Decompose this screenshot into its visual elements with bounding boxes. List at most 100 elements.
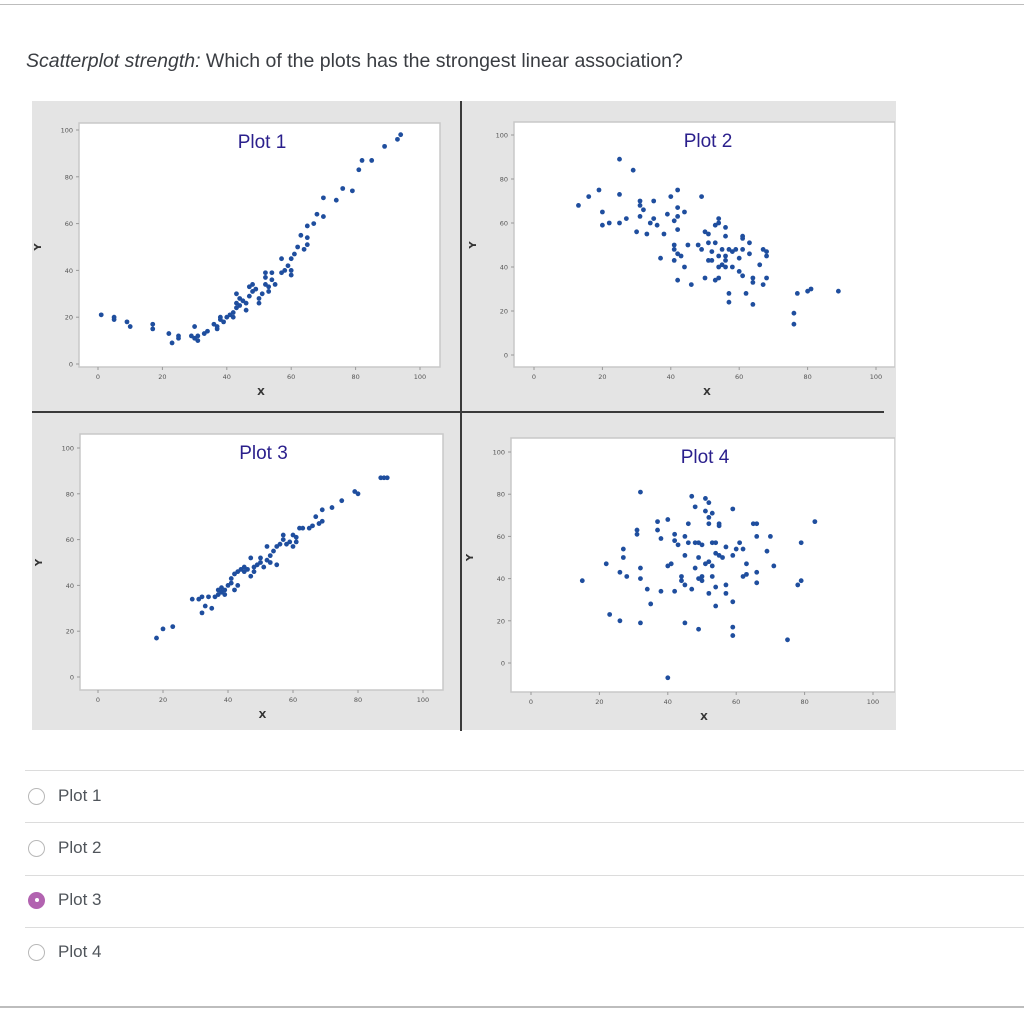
option-plot-3[interactable]: Plot 3	[28, 880, 101, 920]
data-point	[733, 247, 739, 252]
data-point	[630, 167, 636, 173]
data-point	[253, 286, 259, 292]
data-point	[768, 534, 773, 539]
option-plot-2[interactable]: Plot 2	[28, 828, 101, 868]
y-tick-label: 0	[501, 660, 505, 668]
data-point	[712, 240, 718, 246]
data-point	[288, 272, 294, 278]
data-point	[744, 561, 749, 567]
data-point	[124, 319, 130, 325]
data-point	[654, 222, 660, 228]
data-point	[355, 491, 361, 497]
data-point	[750, 280, 756, 285]
data-point	[699, 247, 704, 252]
data-point	[127, 324, 133, 329]
data-point	[205, 328, 210, 334]
radio-button[interactable]	[28, 787, 45, 805]
data-point	[333, 197, 339, 203]
data-point	[740, 236, 746, 241]
x-tick-label: 40	[664, 698, 672, 706]
data-point	[747, 240, 752, 246]
data-point	[304, 235, 310, 241]
data-point	[169, 340, 175, 346]
data-point	[671, 247, 677, 252]
data-point	[634, 531, 640, 537]
y-tick-label: 20	[500, 308, 508, 316]
data-point	[764, 548, 770, 554]
data-point	[651, 216, 657, 221]
data-point	[607, 612, 613, 617]
x-tick-label: 40	[223, 373, 231, 381]
data-point	[235, 583, 241, 588]
option-plot-1[interactable]: Plot 1	[28, 776, 101, 816]
data-point	[349, 188, 355, 194]
data-point	[248, 555, 254, 561]
data-point	[672, 531, 678, 537]
data-point	[682, 620, 688, 626]
data-point	[696, 555, 701, 560]
data-point	[228, 580, 234, 586]
data-point	[740, 247, 746, 252]
data-point	[675, 187, 681, 193]
data-point	[672, 538, 678, 544]
y-tick-label: 0	[504, 352, 508, 360]
data-point	[264, 544, 270, 549]
y-axis-label: Y	[465, 553, 476, 562]
y-tick-label: 40	[500, 264, 508, 272]
data-point	[723, 258, 728, 263]
plot-2-panel: 0 20 40 60 80 100 0 20 40 60 80 100 X Y Plot 2	[468, 121, 895, 398]
bottom-divider	[0, 1006, 1024, 1008]
data-point	[716, 253, 722, 259]
data-point	[730, 633, 736, 638]
x-axis-label: X	[257, 387, 265, 398]
data-point	[228, 576, 234, 581]
data-point	[692, 504, 698, 510]
data-point	[736, 269, 742, 274]
x-tick-label: 60	[735, 373, 743, 381]
data-point	[764, 275, 769, 281]
data-point	[369, 158, 375, 163]
data-point	[617, 156, 622, 162]
option-plot-4[interactable]: Plot 4	[28, 932, 101, 972]
plot-3-panel: 0 20 40 60 80 100 0 20 40 60 80 100 X Y Plot 3	[34, 433, 444, 721]
data-point	[304, 223, 310, 229]
y-tick-label: 80	[66, 490, 74, 498]
data-point	[230, 310, 236, 315]
data-point	[154, 635, 159, 641]
data-point	[230, 314, 236, 320]
y-tick-label: 80	[500, 176, 508, 184]
x-tick-label: 0	[532, 373, 536, 381]
data-point	[209, 605, 215, 611]
data-point	[617, 618, 623, 624]
radio-button[interactable]	[28, 839, 45, 857]
data-point	[202, 603, 208, 609]
data-point	[214, 326, 220, 332]
data-point	[812, 519, 818, 525]
data-point	[245, 566, 250, 572]
data-point	[726, 247, 732, 252]
data-point	[638, 576, 643, 581]
data-point	[679, 574, 684, 579]
data-point	[634, 527, 640, 533]
data-point	[329, 505, 335, 510]
data-point	[723, 582, 729, 588]
data-point	[232, 587, 237, 593]
data-point	[723, 233, 728, 239]
data-point	[280, 532, 286, 538]
data-point	[798, 540, 804, 546]
option-divider	[25, 927, 1024, 928]
data-point	[217, 314, 223, 320]
data-point	[747, 251, 752, 257]
data-point	[150, 326, 156, 332]
radio-button-selected[interactable]	[28, 891, 45, 909]
data-point	[395, 136, 400, 142]
x-tick-label: 100	[414, 373, 426, 381]
data-point	[298, 232, 304, 238]
data-point	[279, 256, 284, 262]
radio-button[interactable]	[28, 943, 45, 961]
data-point	[729, 264, 735, 270]
data-point	[685, 521, 691, 527]
data-point	[304, 242, 310, 248]
data-point	[195, 333, 201, 339]
data-point	[795, 582, 801, 588]
